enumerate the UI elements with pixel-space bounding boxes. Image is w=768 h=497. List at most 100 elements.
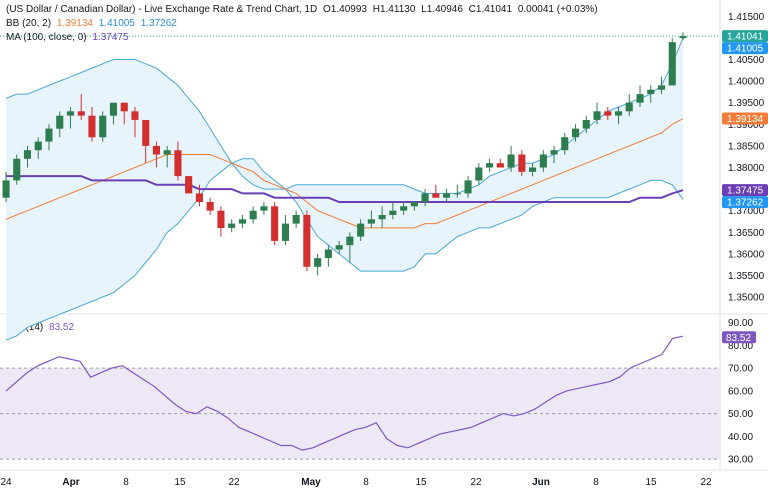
candle-body (335, 245, 343, 250)
price-tick-label: 1.37000 (728, 206, 765, 217)
symbol-title: (US Dollar / Canadian Dollar) - Live Exc… (6, 4, 318, 15)
candle-body (518, 154, 526, 172)
ohlc-high: H1.41130 (372, 4, 416, 15)
candle-body (357, 223, 365, 237)
candle-body (152, 145, 160, 155)
candle-body (561, 137, 569, 151)
ma-legend: MA (100, close, 0) 1.37475 (6, 32, 132, 44)
bb-band-fill (6, 37, 683, 341)
time-tick-label: 8 (363, 477, 369, 488)
candle-body (314, 258, 322, 267)
candle-body (529, 167, 537, 172)
bb-lower-value: 1.37262 (140, 18, 177, 29)
candle-body (271, 206, 279, 241)
price-badge-label: 1.37262 (727, 198, 764, 209)
rsi-tick-label: 40.00 (728, 432, 753, 443)
bb-mid-line (5, 118, 684, 229)
candle-body (324, 249, 332, 259)
price-tick-label: 1.40500 (728, 55, 765, 66)
candle-body (400, 206, 408, 211)
candle-body (615, 111, 623, 116)
price-tick-label: 1.38000 (728, 163, 765, 174)
price-tick-label: 1.41500 (728, 12, 765, 23)
candle-body (13, 158, 21, 181)
candle-body (238, 219, 246, 224)
price-badge-label: 1.37475 (727, 186, 764, 197)
candle-body (679, 36, 687, 39)
rsi-tick-label: 90.00 (728, 318, 753, 329)
time-tick-label: 24 (0, 477, 12, 488)
price-badge-label: 1.41041 (727, 32, 764, 43)
candle-body (163, 150, 171, 155)
rsi-tick-label: 60.00 (728, 386, 753, 397)
price-tick-label: 1.38500 (728, 141, 765, 152)
ma-label: MA (100, close, 0) (6, 32, 87, 43)
candle-body (593, 111, 601, 120)
candle-body (486, 163, 494, 168)
rsi-badge-label: 83.52 (726, 333, 751, 344)
candle-body (174, 150, 182, 177)
bb-mid-value: 1.39134 (56, 18, 93, 29)
candle-body (23, 150, 31, 159)
rsi-tick-label: 30.00 (728, 455, 753, 466)
candle-body (443, 193, 451, 198)
time-tick-label: 22 (470, 477, 482, 488)
rsi-tick-label: 50.00 (728, 409, 753, 420)
price-badge-ma (722, 184, 768, 197)
candle-body (185, 176, 193, 194)
candle-body (34, 141, 42, 151)
rsi-tick-label: 70.00 (728, 364, 753, 375)
ohlc-close: C1.41041 (468, 4, 513, 15)
ma-value: 1.37475 (92, 32, 129, 43)
candle-body (539, 154, 547, 168)
price-tick-label: 1.39000 (728, 120, 765, 131)
candle-body (378, 215, 386, 220)
candle-body (647, 89, 655, 94)
candle-body (475, 167, 483, 181)
candle-body (453, 193, 461, 195)
price-badge-label: 1.39134 (727, 114, 764, 125)
candle-body (507, 154, 515, 168)
price-tick-label: 1.36500 (728, 228, 765, 239)
price-badge-bb_mid (722, 112, 768, 125)
price-tick-label: 1.39500 (728, 98, 765, 109)
price-tick-label: 1.40000 (728, 77, 765, 88)
ohlc-open: O1.40993 (323, 4, 367, 15)
price-badge-label: 1.41005 (727, 44, 764, 55)
candle-body (131, 111, 139, 120)
time-tick-label: 15 (174, 477, 186, 488)
candle-body (120, 102, 128, 112)
candle-body (206, 202, 214, 211)
time-tick-label: 22 (228, 477, 240, 488)
rsi-line (5, 335, 684, 451)
candle-body (658, 85, 666, 90)
price-badge-bb_lower (722, 196, 768, 209)
time-tick-label: 15 (645, 477, 657, 488)
bb-label: BB (20, 2) (6, 18, 52, 29)
price-tick-label: 1.36000 (728, 249, 765, 260)
candle-body (260, 206, 268, 211)
candle-body (582, 120, 590, 129)
candle-body (636, 94, 644, 103)
price-legend: (US Dollar / Canadian Dollar) - Live Exc… (6, 4, 601, 16)
time-tick-label: Jun (532, 477, 550, 488)
time-tick-label: May (301, 477, 321, 488)
candle-body (217, 210, 225, 228)
price-tick-label: 1.35000 (728, 293, 765, 304)
candle-body (88, 115, 96, 138)
candle-body (346, 236, 354, 246)
rsi-badge (722, 331, 756, 344)
rsi-tick-label: 80.00 (728, 341, 753, 352)
ma-line (6, 175, 684, 203)
candle-body (367, 219, 375, 224)
candle-body (303, 215, 311, 267)
candle-body (421, 193, 429, 202)
candle-body (464, 180, 472, 194)
candle-body (195, 193, 203, 202)
candle-body (281, 223, 289, 241)
price-badge-bb_upper (722, 42, 768, 55)
candle-body (410, 202, 418, 207)
rsi-value: 83.52 (49, 322, 75, 333)
candle-body (142, 120, 150, 146)
